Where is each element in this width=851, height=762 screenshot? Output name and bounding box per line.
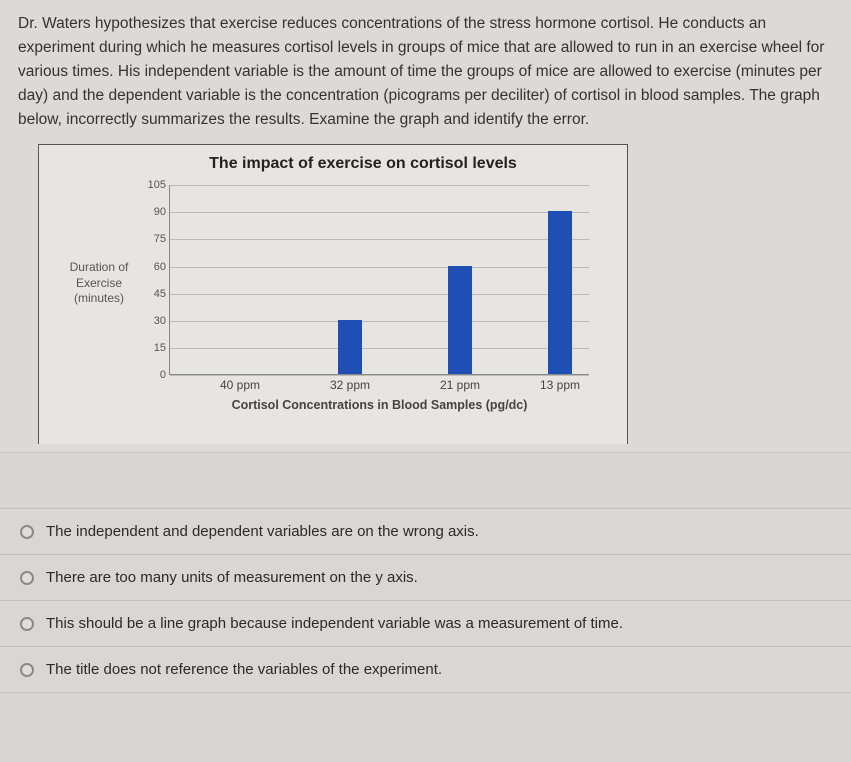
y-label-line2: Exercise (76, 276, 122, 290)
grid-line (170, 294, 589, 295)
chart-container: The impact of exercise on cortisol level… (38, 144, 628, 444)
grid-line (170, 212, 589, 213)
question-block: Dr. Waters hypothesizes that exercise re… (0, 0, 851, 453)
y-tick: 0 (140, 369, 166, 381)
x-tick: 32 ppm (330, 378, 370, 392)
answer-text: The independent and dependent variables … (46, 523, 479, 540)
radio-icon (20, 663, 34, 677)
answer-option-3[interactable]: The title does not reference the variabl… (0, 646, 851, 693)
answer-text: This should be a line graph because inde… (46, 615, 623, 632)
answer-option-1[interactable]: There are too many units of measurement … (0, 554, 851, 600)
y-tick: 105 (140, 179, 166, 191)
y-tick: 45 (140, 288, 166, 300)
y-tick: 60 (140, 261, 166, 273)
y-axis-label: Duration of Exercise (minutes) (49, 260, 149, 307)
grid-line (170, 239, 589, 240)
bar (548, 211, 572, 374)
question-text: Dr. Waters hypothesizes that exercise re… (18, 12, 833, 132)
answer-option-2[interactable]: This should be a line graph because inde… (0, 600, 851, 646)
bar (338, 320, 362, 374)
answer-list: The independent and dependent variables … (0, 508, 851, 693)
x-axis-label: Cortisol Concentrations in Blood Samples… (170, 398, 589, 412)
answer-text: The title does not reference the variabl… (46, 661, 442, 678)
plot-area: Cortisol Concentrations in Blood Samples… (169, 185, 589, 375)
grid-line (170, 185, 589, 186)
y-label-line3: (minutes) (74, 291, 124, 305)
bar (448, 266, 472, 375)
x-tick: 40 ppm (220, 378, 260, 392)
radio-icon (20, 571, 34, 585)
radio-icon (20, 525, 34, 539)
grid-line (170, 321, 589, 322)
radio-icon (20, 617, 34, 631)
y-tick: 30 (140, 315, 166, 327)
x-tick: 13 ppm (540, 378, 580, 392)
grid-line (170, 267, 589, 268)
y-tick: 15 (140, 342, 166, 354)
grid-line (170, 348, 589, 349)
y-label-line1: Duration of (70, 260, 129, 274)
chart-title: The impact of exercise on cortisol level… (99, 155, 627, 173)
y-tick: 75 (140, 233, 166, 245)
answer-text: There are too many units of measurement … (46, 569, 418, 586)
y-tick: 90 (140, 206, 166, 218)
grid-line (170, 375, 589, 376)
answer-option-0[interactable]: The independent and dependent variables … (0, 508, 851, 554)
x-tick: 21 ppm (440, 378, 480, 392)
